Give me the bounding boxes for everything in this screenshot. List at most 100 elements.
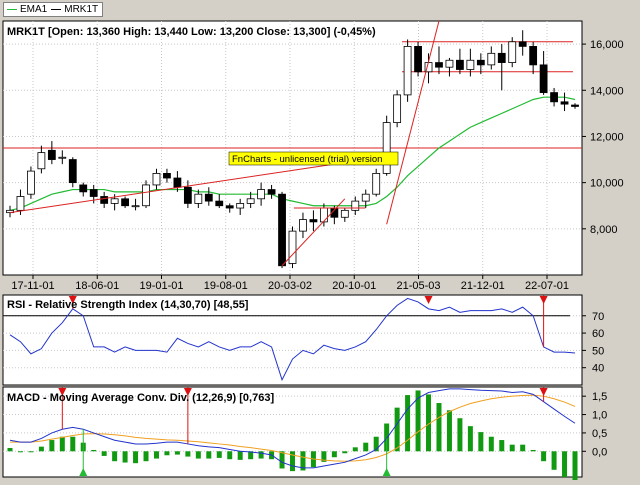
price-panel-header: MRK1T [Open: 13,360 High: 13,440 Low: 13… [7,26,376,38]
price-x-tick-label: 19-08-01 [204,280,248,292]
macd-histogram-bar [49,440,55,452]
candle-body [309,219,318,223]
candle-body [204,193,213,202]
macd-histogram-bar [415,390,421,452]
macd-histogram-bar [28,451,34,453]
candle-body [372,172,381,195]
macd-histogram-bar [101,451,107,456]
candle-body [110,198,119,204]
macd-histogram-bar [112,451,118,462]
macd-histogram-bar [363,442,369,452]
ema-swatch-icon [7,9,17,10]
candle-body [539,64,548,93]
rsi-sell-marker-icon [424,296,433,304]
trend-line [9,163,335,214]
macd-histogram-bar [426,394,432,452]
macd-histogram-bar [384,423,390,452]
price-x-ticks: 17-11-01 18-06-01 19-01-01 19-08-01 20-03-02… [11,275,569,292]
macd-histogram-bar [216,451,222,458]
candle-body [215,200,224,207]
candle-body [278,193,286,267]
macd-histogram-bar [352,447,358,452]
macd-histogram-bar [520,444,526,452]
macd-histogram-bar [405,395,411,452]
rsi-polyline [9,297,576,382]
candle-body [225,205,234,209]
macd-histogram-bar [164,451,170,456]
candle-body [340,209,349,218]
legend-item-mrk1t[interactable]: MRK1T [51,3,98,16]
rsi-y-tick-label: 70 [592,311,604,323]
candle-body [152,172,161,186]
candle-body [403,46,412,96]
macd-histogram-bar [133,451,139,464]
candle-body [27,170,35,195]
candle-body [456,59,464,70]
macd-histogram-bar [91,449,97,452]
candle-body [508,41,517,63]
macd-histogram-bar [153,451,159,459]
macd-histogram-bar [174,451,180,455]
trend-line [386,20,440,225]
price-y-tick-label: 8,000 [590,224,618,236]
candle-body [6,209,14,214]
macd-histogram-bar [143,451,149,462]
price-x-tick-label: 17-11-01 [11,280,54,292]
candle-body [163,172,171,179]
candle-body [571,104,579,107]
watermark: FnCharts - unlicensed (trial) version [228,151,399,166]
candle-body [47,149,56,160]
macd-y-tick-label: 1,0 [592,410,607,422]
candle-body [121,198,129,207]
legend-item-ema[interactable]: EMA1 [7,3,47,16]
candle-body [58,156,67,159]
candle-body [267,189,276,195]
candle-body [173,177,182,188]
macd-histogram-bar [38,446,44,452]
candle-body [37,152,46,170]
macd-histogram-bar [279,451,285,469]
trend-line [281,198,346,267]
candle-body [560,101,569,105]
rsi-panel-header: RSI - Relative Strength Index (14,30,70)… [7,299,249,311]
candle-body [487,52,496,66]
candle-body [246,198,255,204]
price-x-tick-label: 18-06-01 [75,280,119,292]
macd-histogram-bar [342,451,348,454]
macd-histogram-bar [373,436,379,452]
candle-body [466,59,475,70]
macd-histogram-bar [478,432,484,452]
macd-markers [58,387,548,477]
macd-histogram-bar [70,436,76,452]
macd-histogram-bar [290,451,295,472]
price-y-tick-label: 14,000 [590,85,624,97]
candle-body [79,184,88,193]
macd-histogram-bar [321,451,327,462]
macd-panel: 0,0 0,5 1,0 1,5 MACD - Moving Average Conv.… [2,386,607,482]
watermark-box [228,151,399,166]
macd-histogram-bar [436,403,442,452]
candle-body [476,59,485,66]
macd-histogram-bar [530,449,536,452]
ema-polyline [9,96,576,211]
macd-y-tick-label: 0,0 [592,446,607,458]
legend-label-ema: EMA1 [20,4,48,15]
price-x-tick-label: 20-10-01 [332,280,376,292]
candle-body [529,46,538,66]
price-y-tick-label: 12,000 [590,131,624,143]
macd-panel-header: MACD - Moving Average Conv. Div. (12,26,… [7,392,274,404]
macd-histogram-bar [499,440,505,452]
candles [6,30,579,269]
macd-histogram-bar [195,451,201,459]
macd-line [9,388,576,469]
candle-body [351,200,360,211]
macd-sell-marker-icon [183,388,192,396]
candle-body [236,203,245,209]
watermark-text: FnCharts - unlicensed (trial) version [232,154,382,165]
rsi-y-ticks: 40 50 60 70 [582,311,604,375]
macd-grid [3,395,582,452]
rsi-line [9,297,576,382]
rsi-sell-marker-icon [539,296,548,304]
macd-histogram-bar [331,451,337,458]
